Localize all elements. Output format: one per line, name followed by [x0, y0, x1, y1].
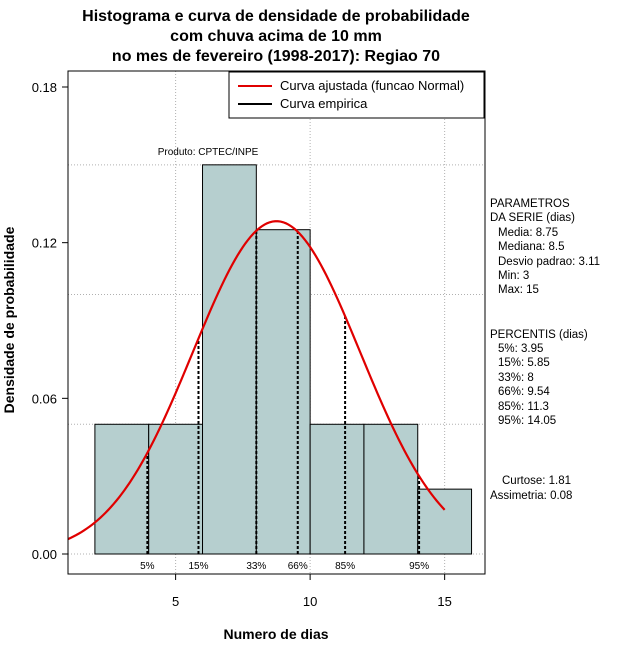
normal-fit-curve — [67, 220, 446, 541]
histogram-bar — [255, 229, 311, 555]
x-tick-label: 5 — [172, 594, 179, 609]
percentis-title: PERCENTIS (dias) — [490, 329, 588, 341]
percentile-label: 66% — [288, 561, 308, 572]
legend-label-normal: Curva ajustada (funcao Normal) — [280, 78, 464, 93]
percentil-66: 66%: 9.54 — [498, 386, 550, 398]
chart-title-line-2: com chuva acima de 10 mm — [170, 28, 382, 45]
chart-title-line-3: no mes de fevereiro (1998-2017): Regiao … — [112, 48, 440, 65]
percentil-85: 85%: 11.3 — [498, 401, 549, 413]
parametros-title-1: PARAMETROS — [490, 198, 570, 210]
param-mediana: Mediana: 8.5 — [498, 241, 565, 253]
histogram-bar — [94, 423, 150, 555]
y-tick-label: 0.06 — [32, 391, 57, 406]
legend-box — [228, 71, 485, 119]
plot-frame — [67, 70, 486, 575]
legend: Curva ajustada (funcao Normal) Curva emp… — [228, 71, 485, 119]
histogram-bar — [363, 423, 419, 555]
x-tick-label: 15 — [437, 594, 451, 609]
y-tick-label: 0.18 — [32, 80, 57, 95]
x-axis-label: Numero de dias — [223, 626, 328, 642]
y-axis-label: Densidade de probabilidade — [1, 226, 17, 413]
y-tick-label: 0.00 — [32, 547, 57, 562]
histogram-bar — [148, 423, 204, 555]
axis-layer: 5 10 15 0.00 0.06 0.12 0.18 — [32, 80, 452, 609]
percentile-label: 85% — [335, 561, 355, 572]
stat-assimetria: Assimetria: 0.08 — [490, 490, 572, 502]
percentile-label: 15% — [188, 561, 208, 572]
param-min: Min: 3 — [498, 270, 529, 282]
percentile-layer: 5% 15% 33% 66% 85% 95% — [140, 230, 429, 572]
histogram-bar — [309, 423, 365, 555]
stat-curtose: Curtose: 1.81 — [502, 475, 571, 487]
x-tick-label: 10 — [303, 594, 317, 609]
param-max: Max: 15 — [498, 284, 539, 296]
product-annotation: Produto: CPTEC/INPE — [158, 147, 259, 158]
percentile-label: 33% — [246, 561, 266, 572]
chart-title-line-1: Histograma e curva de densidade de proba… — [82, 8, 470, 25]
percentil-33: 33%: 8 — [498, 372, 534, 384]
y-tick-label: 0.12 — [32, 236, 57, 251]
percentil-5: 5%: 3.95 — [498, 343, 543, 355]
param-media: Media: 8.75 — [498, 227, 558, 239]
percentile-label: 5% — [140, 561, 155, 572]
param-desvio: Desvio padrao: 3.11 — [498, 256, 600, 268]
curve-layer — [67, 220, 446, 541]
legend-label-empirical: Curva empirica — [280, 96, 368, 111]
percentil-15: 15%: 5.85 — [498, 357, 550, 369]
side-panel: PARAMETROS DA SERIE (dias) Media: 8.75 M… — [490, 198, 600, 502]
percentil-95: 95%: 14.05 — [498, 415, 556, 427]
percentile-label: 95% — [409, 561, 429, 572]
parametros-title-2: DA SERIE (dias) — [490, 212, 575, 224]
histogram-bar — [417, 488, 473, 555]
histogram-bar — [202, 164, 257, 555]
bars-layer — [94, 164, 473, 555]
